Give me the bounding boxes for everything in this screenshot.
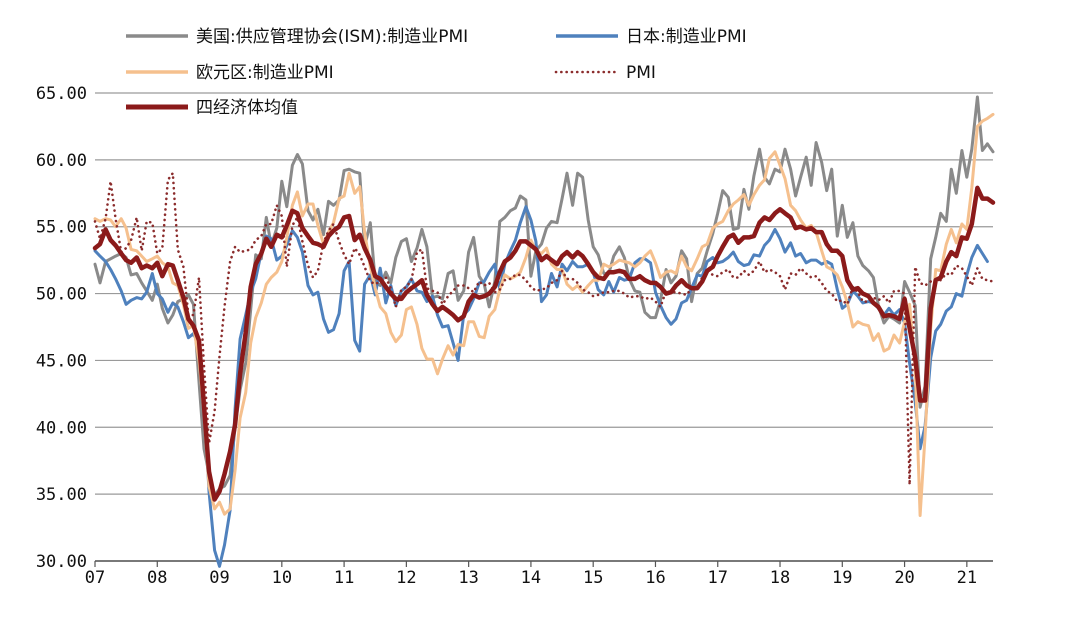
legend-label-3: PMI: [626, 63, 656, 83]
series-line-4: [92, 185, 996, 502]
legend-label-1: 日本:制造业PMI: [626, 27, 747, 47]
x-tick-label: 10: [272, 568, 292, 588]
y-tick-label: 30.00: [36, 552, 87, 572]
x-tick-label: 13: [458, 568, 478, 588]
x-tick-label: 15: [583, 568, 603, 588]
legend-label-2: 欧元区:制造业PMI: [196, 63, 334, 83]
x-tick-label: 08: [147, 568, 167, 588]
legend-label-0: 美国:供应管理协会(ISM):制造业PMI: [196, 27, 468, 47]
x-tick-label: 11: [334, 568, 354, 588]
y-axis-tick-labels: 30.00 35.00 40.00 45.00 50.00 55.00 60.00 65.00: [36, 84, 87, 572]
x-tick-label: 14: [521, 568, 541, 588]
y-tick-label: 60.00: [36, 151, 87, 171]
x-tick-label: 12: [396, 568, 416, 588]
legend-label-4: 四经济体均值: [196, 98, 298, 118]
legend: 美国:供应管理协会(ISM):制造业PMI 日本:制造业PMI 欧元区:制造业PMI…: [126, 27, 747, 118]
x-tick-label: 17: [708, 568, 728, 588]
x-axis: 07 08 09 10 11 12 13 14 15 16 17 18 19 20 21: [85, 560, 993, 588]
x-tick-label: 19: [832, 568, 852, 588]
x-tick-label: 21: [957, 568, 977, 588]
series-line-2: [93, 112, 995, 517]
x-tick-label: 18: [770, 568, 790, 588]
y-tick-label: 55.00: [36, 218, 87, 238]
series-lines: [92, 95, 996, 568]
x-tick-label: 20: [894, 568, 914, 588]
series-line-0: [93, 95, 995, 497]
x-tick-label: 07: [85, 568, 105, 588]
series-line-3: [93, 171, 995, 487]
y-tick-label: 40.00: [36, 418, 87, 438]
x-tick-label: 09: [209, 568, 229, 588]
y-tick-label: 45.00: [36, 351, 87, 371]
y-tick-label: 65.00: [36, 84, 87, 104]
x-tick-label: 16: [645, 568, 665, 588]
y-tick-label: 50.00: [36, 285, 87, 305]
y-tick-label: 35.00: [36, 485, 87, 505]
series-line-1: [93, 205, 989, 568]
